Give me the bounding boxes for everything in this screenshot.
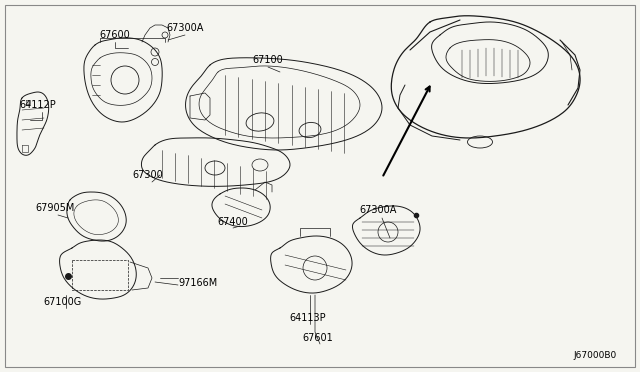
Text: 67601: 67601 <box>303 333 333 343</box>
Text: 67300: 67300 <box>132 170 163 180</box>
Text: J67000B0: J67000B0 <box>573 350 616 359</box>
Text: 67100: 67100 <box>253 55 284 65</box>
Text: 67400: 67400 <box>218 217 248 227</box>
Text: 64113P: 64113P <box>290 313 326 323</box>
Text: 67905M: 67905M <box>35 203 75 213</box>
Text: 67300A: 67300A <box>359 205 397 215</box>
Text: 67600: 67600 <box>100 30 131 40</box>
Text: 97166M: 97166M <box>178 278 217 288</box>
Text: 67300A: 67300A <box>166 23 204 33</box>
Text: 67100G: 67100G <box>43 297 81 307</box>
Text: 64112P: 64112P <box>20 100 56 110</box>
